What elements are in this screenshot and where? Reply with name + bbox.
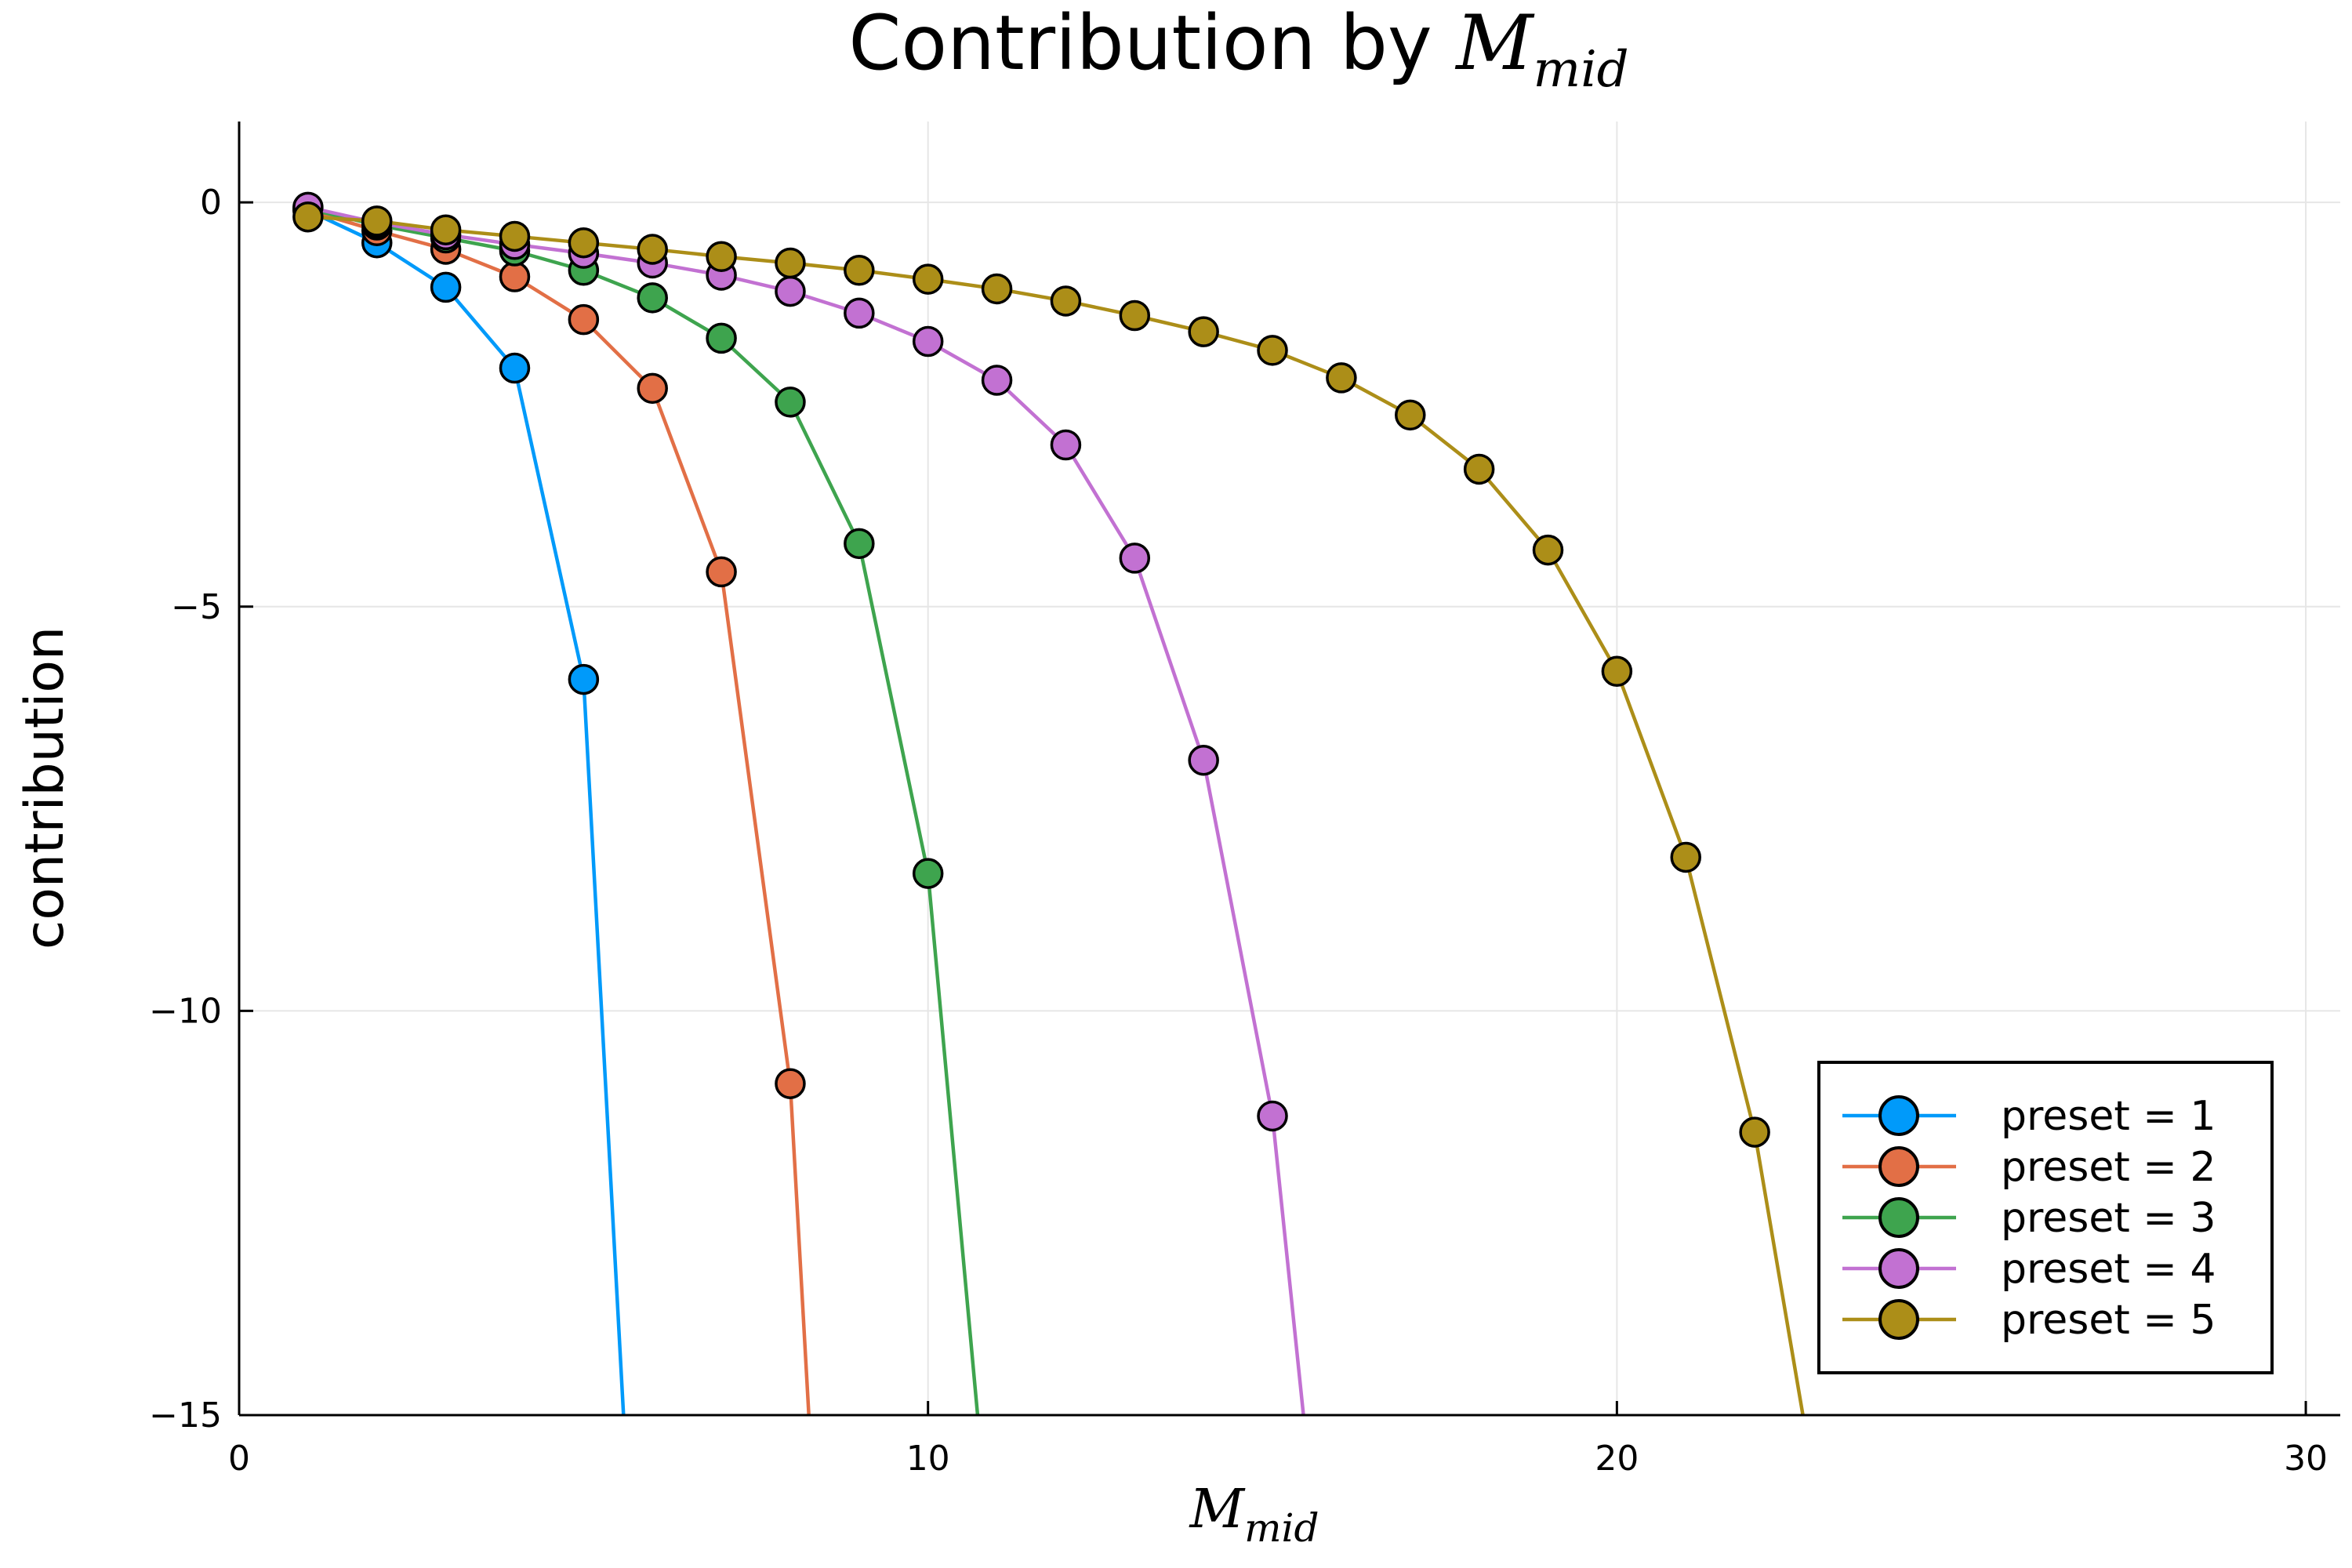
legend-item: preset = 4 [1842,1246,2216,1293]
series-line [307,215,1805,1415]
legend-label: preset = 1 [2001,1093,2216,1140]
ticks: 0 10 20 30 0 −5 −10 −15 [149,183,2328,1479]
series-line [307,205,1305,1415]
data-point [1188,744,1219,776]
legend-label: preset = 3 [2001,1195,2216,1242]
y-tick-label: −15 [149,1396,222,1436]
data-point [292,201,324,233]
y-axis-label: contribution [14,626,76,949]
series-2 [292,194,811,1415]
data-point [844,255,875,286]
data-point [1601,655,1633,687]
data-point [430,214,462,245]
data-point [706,241,737,272]
y-tick-label: 0 [200,183,222,223]
data-point [568,227,600,259]
data-point [430,271,462,303]
data-point [1188,316,1219,347]
chart-title-math: M [1454,0,1535,87]
legend-label: preset = 5 [2001,1297,2216,1344]
legend-label: preset = 4 [2001,1246,2216,1293]
data-point [1050,285,1082,317]
grid-lines [239,122,2340,1415]
data-point [637,372,668,405]
data-point [981,365,1013,396]
data-point [706,322,737,354]
legend-item: preset = 2 [1842,1144,2216,1191]
series-1 [292,194,626,1415]
legend-item: preset = 1 [1842,1093,2216,1140]
data-point [637,282,668,314]
data-point [775,275,806,307]
data-point [1532,534,1564,566]
legend-marker [1878,1248,1919,1289]
data-point [775,1068,806,1099]
data-point [499,261,531,292]
x-axis-label-sub: mid [1244,1505,1319,1551]
x-tick-label: 30 [2284,1439,2328,1479]
legend-marker [1878,1197,1919,1238]
data-point [361,205,393,237]
data-point [775,387,806,418]
data-point [1050,429,1082,461]
x-tick-label: 20 [1595,1439,1639,1479]
data-point [912,263,944,295]
data-point [1739,1116,1770,1148]
series-3 [292,193,980,1415]
data-point [706,556,737,588]
data-point [568,663,600,695]
legend-marker [1878,1095,1919,1136]
series-layer [292,191,1805,1415]
data-point [1257,1100,1288,1132]
data-point [912,858,944,889]
data-point [775,247,806,279]
legend-label: preset = 2 [2001,1144,2216,1191]
data-point [499,220,531,252]
data-point [568,303,600,336]
data-point [499,352,531,384]
axes [238,122,2340,1417]
x-axis-label: Mmid [1188,1479,1319,1551]
data-point [844,297,875,329]
data-point [1463,453,1495,485]
data-point [1119,543,1151,574]
series-5 [292,201,1805,1415]
data-point [1119,299,1151,332]
data-point [981,273,1013,305]
legend-marker [1878,1299,1919,1340]
data-point [912,325,944,358]
data-point [844,528,875,560]
chart-title-text: Contribution by [848,0,1456,87]
y-tick-label: −10 [149,991,222,1031]
data-point [1395,399,1426,431]
x-tick-label: 10 [906,1439,950,1479]
chart-title-math-sub: mid [1534,41,1629,99]
x-axis-label-main: M [1188,1479,1246,1541]
series-line [307,209,626,1415]
legend-item: preset = 5 [1842,1297,2216,1344]
series-line [307,209,811,1415]
legend-marker [1878,1146,1919,1187]
data-point [1257,335,1288,366]
data-point [1670,841,1701,873]
chart-title: Contribution by Mmid [848,0,1628,99]
x-tick-label: 0 [228,1439,250,1479]
y-tick-label: −5 [171,587,222,627]
legend-item: preset = 3 [1842,1195,2216,1242]
data-point [637,234,668,265]
data-point [1326,362,1357,394]
